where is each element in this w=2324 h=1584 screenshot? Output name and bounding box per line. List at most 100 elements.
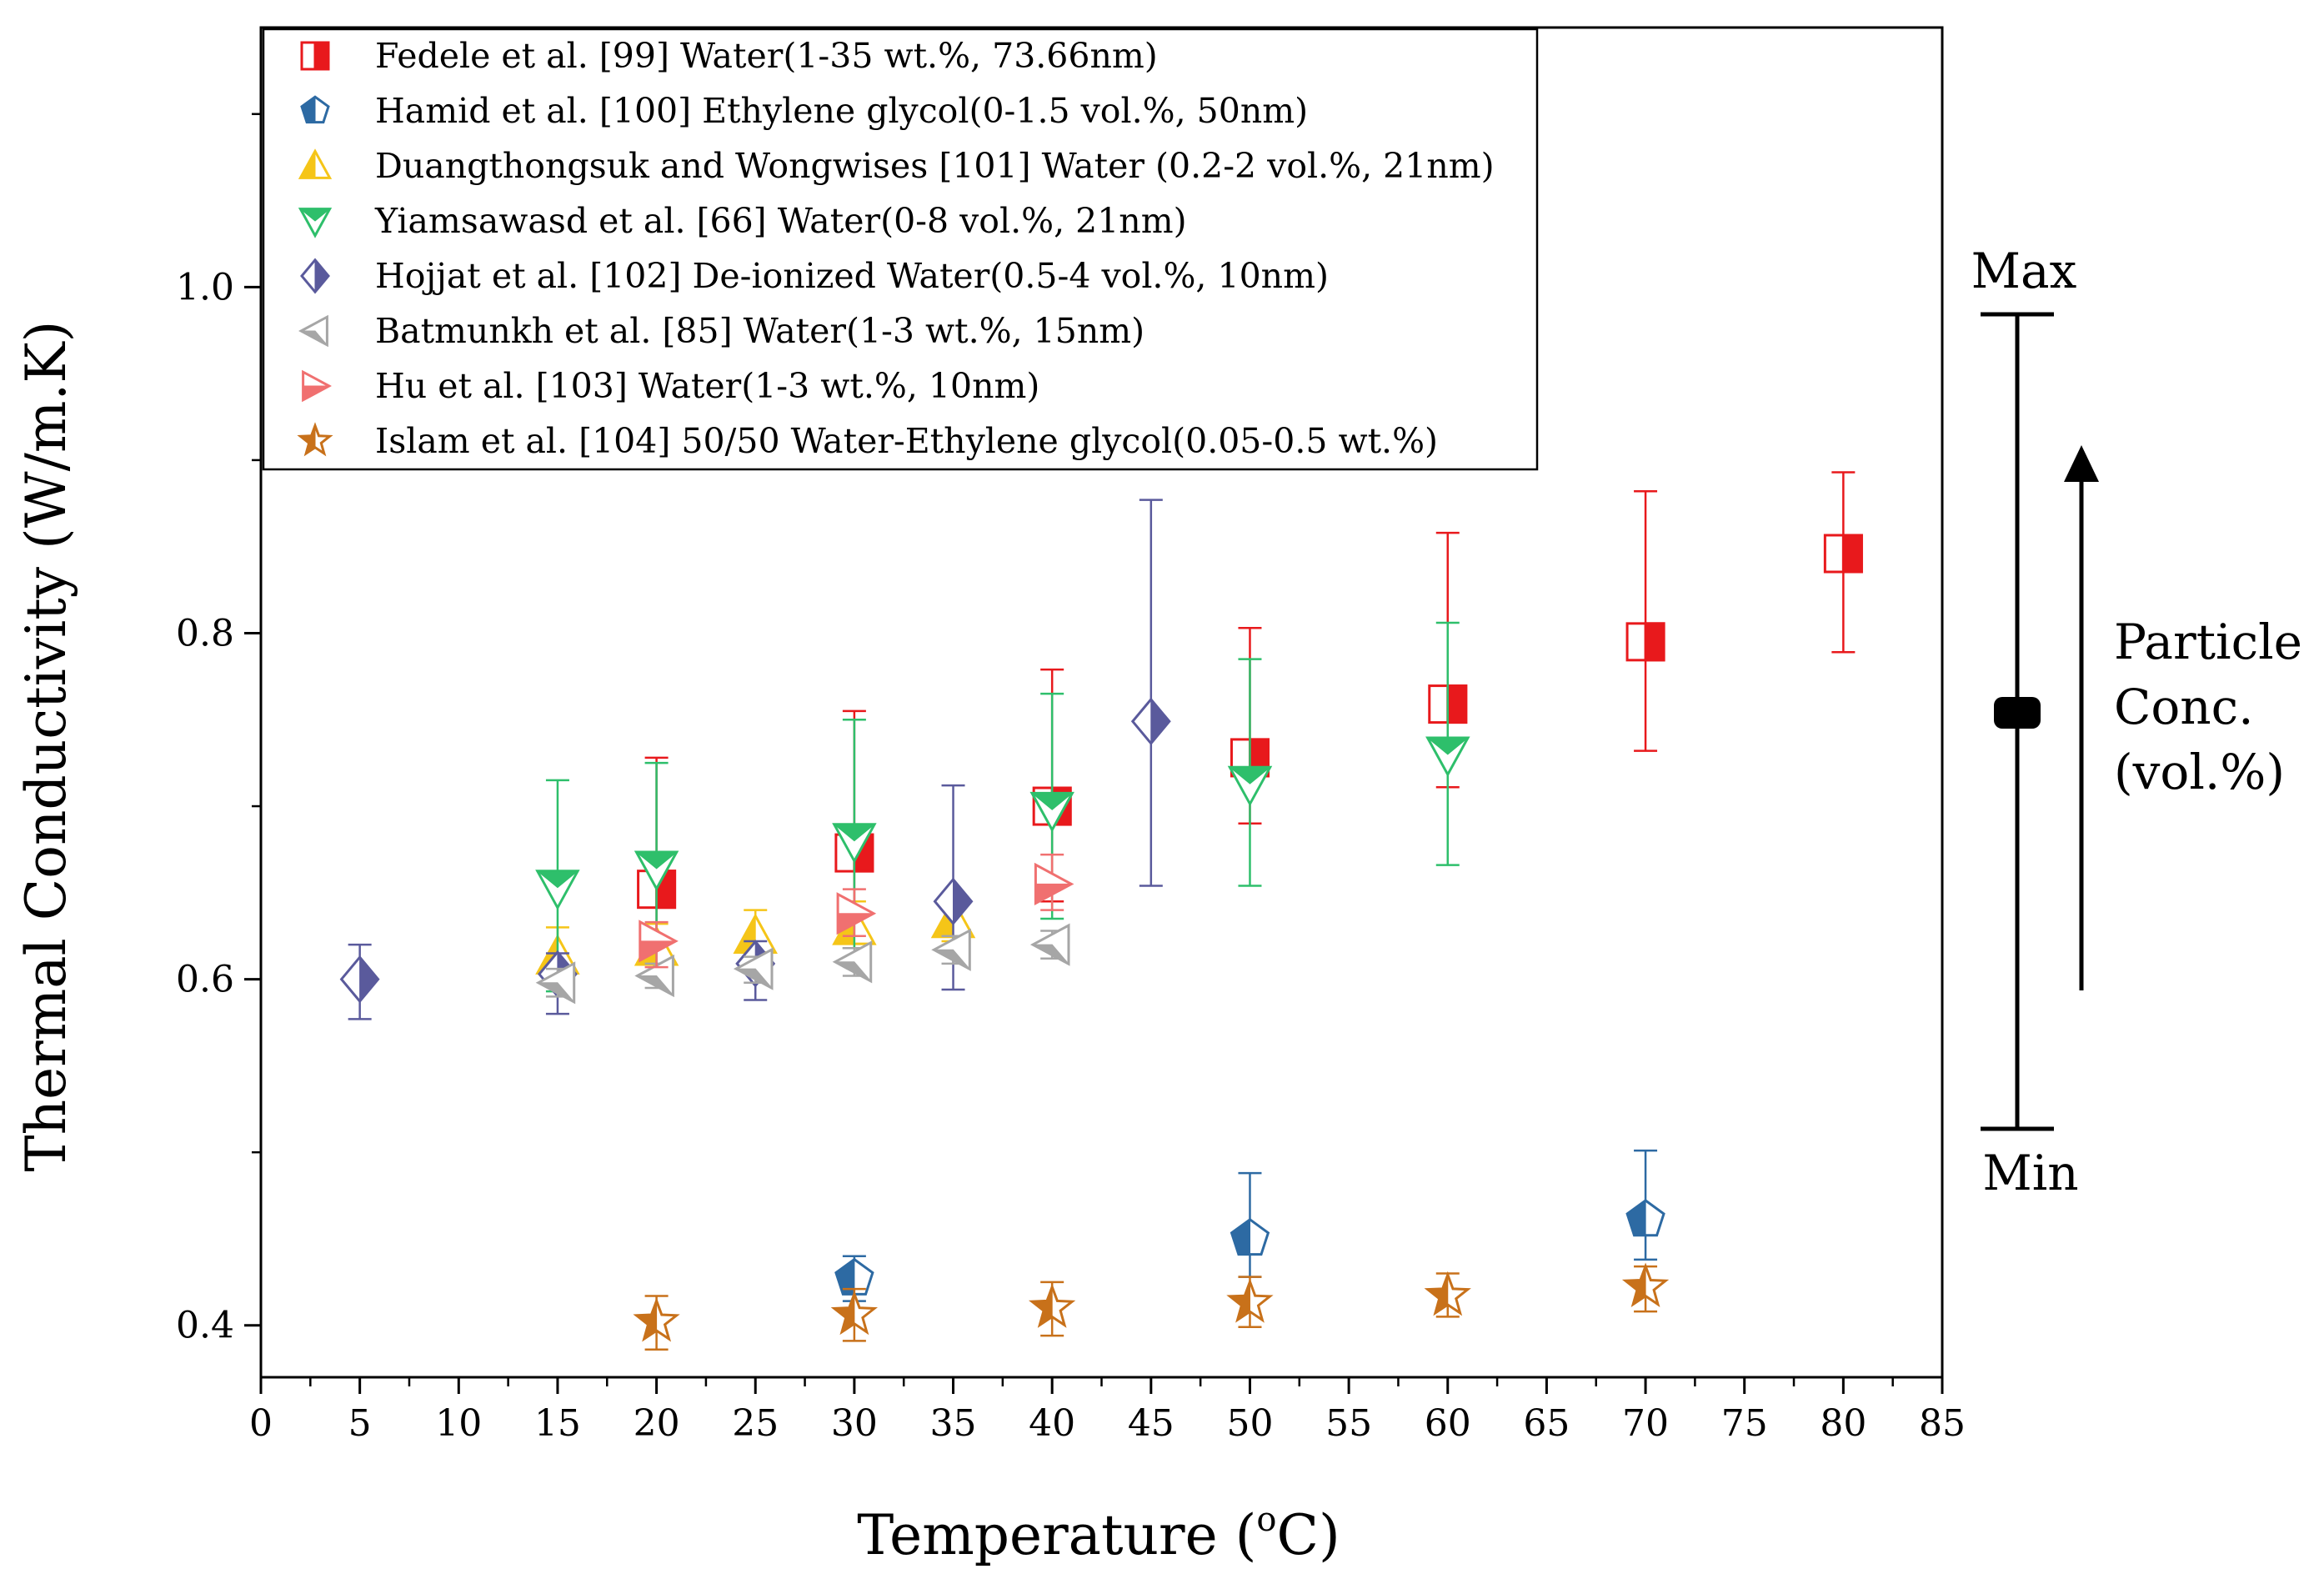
data-point-fill [1841, 534, 1863, 574]
data-point-fill [1228, 766, 1272, 784]
series-layer [339, 471, 1863, 1351]
y-tick-label: 0.6 [176, 959, 234, 1001]
particle-concentration-indicator: Max Min Particle Conc. (vol.%) [1971, 243, 2302, 1201]
x-tick-label: 20 [634, 1402, 680, 1445]
legend-marker [297, 422, 333, 457]
data-point [633, 1296, 680, 1342]
data-point [830, 1290, 879, 1336]
data-point-fill [834, 961, 872, 982]
particle-conc-label-line: (vol.%) [2114, 744, 2285, 800]
legend-marker-fill [298, 208, 332, 222]
data-point-fill [639, 940, 676, 961]
x-tick-label: 55 [1325, 1402, 1372, 1445]
x-tick-label: 40 [1029, 1402, 1075, 1445]
data-point-fill [1644, 622, 1665, 662]
max-label: Max [1971, 243, 2077, 299]
data-point [1625, 622, 1665, 662]
data-point-fill [1624, 1266, 1646, 1306]
legend-box [262, 28, 1539, 471]
legend-marker-fill [300, 330, 328, 346]
data-point-fill [538, 982, 575, 1003]
x-axis-title-suffix: C) [1276, 1503, 1340, 1567]
data-point [1625, 1199, 1665, 1237]
data-point-fill [1032, 944, 1069, 965]
min-label: Min [1982, 1145, 2078, 1201]
legend: Fedele et al. [99] Water(1-35 wt.%, 73.6… [262, 28, 1539, 471]
data-point [1823, 534, 1863, 574]
legend-marker [298, 148, 333, 179]
legend-entry: Yiamsawasd et al. [66] Water(0-8 vol.%, … [374, 201, 1187, 241]
y-tick-label: 0.4 [176, 1305, 234, 1347]
series-7 [639, 853, 1074, 969]
data-point-fill [1626, 1200, 1646, 1236]
legend-marker-fill [299, 151, 316, 178]
data-point-fill [634, 851, 679, 870]
data-point-fill [1034, 883, 1072, 905]
legend-marker [298, 208, 333, 238]
legend-entry: Duangthongsuk and Wongwises [101] Water … [375, 146, 1495, 186]
legend-marker-fill [299, 425, 316, 455]
x-tick-label: 10 [435, 1402, 482, 1445]
data-point [339, 955, 380, 1004]
legend-marker [300, 258, 330, 294]
data-point-fill [833, 824, 876, 842]
data-point-fill [1426, 737, 1470, 755]
x-tick-label: 35 [930, 1402, 977, 1445]
legend-marker [300, 41, 330, 71]
data-point [1028, 1283, 1076, 1328]
legend-marker [300, 95, 330, 124]
legend-entry: Hu et al. [103] Water(1-3 wt.%, 10nm) [375, 366, 1039, 406]
x-axis: 0 5 10 15 20 25 30 35 40 45 50 55 60 65 70 75 80 85 [249, 1377, 1966, 1445]
x-tick-label: 0 [249, 1402, 273, 1445]
x-tick-label: 70 [1622, 1402, 1669, 1445]
data-point [535, 870, 580, 910]
data-point-fill [1030, 1286, 1053, 1326]
legend-marker [302, 369, 332, 403]
data-point [1621, 1262, 1670, 1307]
data-point-fill [934, 949, 970, 970]
data-point-fill [1446, 684, 1468, 724]
legend-entry: Fedele et al. [99] Water(1-35 wt.%, 73.6… [375, 36, 1158, 76]
data-point-fill [1426, 1274, 1449, 1315]
data-point [1425, 736, 1470, 778]
x-tick-label: 45 [1128, 1402, 1175, 1445]
data-point-fill [1150, 698, 1170, 745]
increase-arrow-head [2064, 445, 2099, 482]
data-point [1227, 765, 1273, 807]
y-axis: 0.4 0.6 0.8 1.0 [176, 113, 261, 1347]
legend-marker-fill [301, 96, 316, 123]
legend-entry: Hojjat et al. [102] De-ionized Water(0.5… [375, 256, 1329, 296]
data-point [834, 1257, 874, 1296]
x-tick-label: 80 [1820, 1402, 1866, 1445]
data-point-fill [359, 955, 379, 1003]
data-point [535, 961, 576, 1005]
data-point [832, 823, 877, 864]
data-point [1029, 923, 1070, 966]
data-point-fill [1229, 1281, 1251, 1321]
data-point [1424, 1271, 1471, 1316]
legend-entry: Batmunkh et al. [85] Water(1-3 wt.%, 15n… [375, 311, 1144, 351]
x-tick-label: 15 [534, 1402, 581, 1445]
data-point [639, 920, 679, 963]
data-point-fill [635, 1301, 658, 1341]
x-tick-label: 60 [1425, 1402, 1471, 1445]
data-point [836, 892, 877, 935]
x-tick-label: 30 [831, 1402, 878, 1445]
legend-entry: Hamid et al. [100] Ethylene glycol(0-1.5… [375, 91, 1308, 131]
series-5 [339, 499, 1171, 1020]
legend-marker [298, 314, 328, 348]
data-point-fill [536, 870, 579, 889]
data-point-fill [735, 968, 773, 989]
data-point-fill [833, 1293, 855, 1333]
data-point [733, 947, 774, 990]
data-point [1226, 1278, 1274, 1323]
y-axis-title: Thermal Conductivity (W/m.K) [14, 321, 78, 1172]
series-8 [633, 1262, 1670, 1351]
series-6 [535, 923, 1070, 1005]
x-tick-label: 65 [1523, 1402, 1570, 1445]
data-point-fill [953, 878, 973, 925]
data-point [832, 940, 873, 984]
x-tick-label: 85 [1919, 1402, 1966, 1445]
data-point [634, 850, 679, 892]
